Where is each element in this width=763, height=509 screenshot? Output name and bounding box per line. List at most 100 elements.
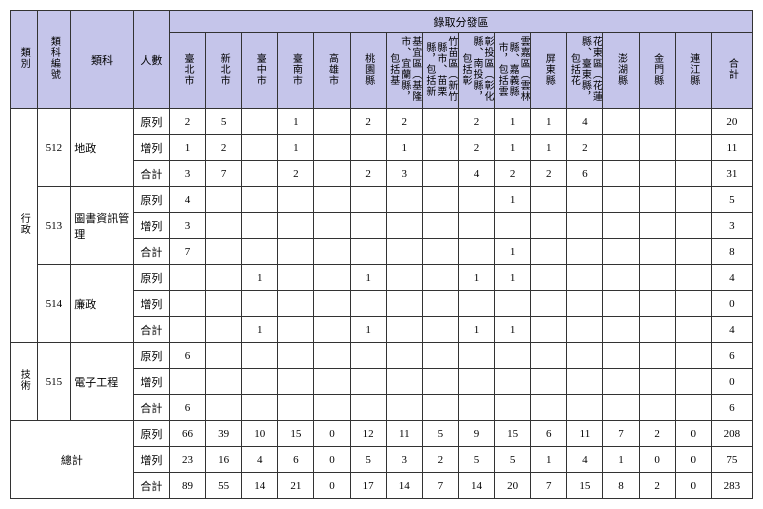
cell-value: 6 — [567, 161, 603, 187]
cell-value: 23 — [169, 447, 205, 473]
cell-value — [350, 135, 386, 161]
cell-value: 89 — [169, 473, 205, 499]
cell-rowlabel: 原列 — [133, 109, 169, 135]
cell-value — [206, 317, 242, 343]
cell-value — [422, 239, 458, 265]
cell-value: 15 — [495, 421, 531, 447]
hdr-region-0: 臺北市 — [169, 33, 205, 109]
cell-value: 8 — [711, 239, 752, 265]
cell-value: 4 — [242, 447, 278, 473]
cell-value: 1 — [531, 109, 567, 135]
cell-value — [603, 343, 639, 369]
cell-value — [495, 395, 531, 421]
hdr-people: 人數 — [133, 11, 169, 109]
cell-value: 1 — [531, 447, 567, 473]
cell-value: 21 — [278, 473, 314, 499]
cell-value: 7 — [206, 161, 242, 187]
hdr-region-8: 彰投區（彰化縣、南投縣，包括彰 — [458, 33, 494, 109]
cell-value — [242, 343, 278, 369]
cell-rowlabel: 合計 — [133, 473, 169, 499]
cell-value — [422, 317, 458, 343]
cell-value — [422, 161, 458, 187]
cell-value — [314, 317, 350, 343]
cell-subject: 電子工程 — [71, 343, 134, 421]
cell-value — [386, 291, 422, 317]
cell-value — [169, 317, 205, 343]
cell-value — [350, 395, 386, 421]
cell-value — [278, 187, 314, 213]
hdr-region-2: 臺中市 — [242, 33, 278, 109]
hdr-region-3: 臺南市 — [278, 33, 314, 109]
cell-value: 15 — [567, 473, 603, 499]
cell-value — [458, 187, 494, 213]
cell-value — [314, 395, 350, 421]
cell-value: 1 — [495, 317, 531, 343]
cell-value — [169, 369, 205, 395]
cell-value — [531, 187, 567, 213]
cell-value — [603, 213, 639, 239]
cell-value — [242, 291, 278, 317]
cell-rowlabel: 原列 — [133, 421, 169, 447]
cell-value — [314, 187, 350, 213]
cell-value — [639, 187, 675, 213]
cell-value — [675, 161, 711, 187]
cell-subject: 地政 — [71, 109, 134, 187]
cell-value — [639, 343, 675, 369]
cell-value: 2 — [386, 109, 422, 135]
cell-value: 0 — [314, 447, 350, 473]
cell-value — [639, 213, 675, 239]
cell-value — [314, 135, 350, 161]
cell-value: 11 — [386, 421, 422, 447]
cell-category: 行政 — [11, 109, 38, 343]
cell-value: 8 — [603, 473, 639, 499]
cell-value — [531, 213, 567, 239]
cell-value — [386, 317, 422, 343]
cell-value — [386, 343, 422, 369]
cell-value — [675, 317, 711, 343]
cell-value — [206, 187, 242, 213]
cell-value: 3 — [169, 213, 205, 239]
cell-value — [422, 265, 458, 291]
cell-value — [242, 187, 278, 213]
cell-value: 1 — [458, 317, 494, 343]
cell-value — [422, 343, 458, 369]
cell-value — [495, 291, 531, 317]
cell-value: 7 — [169, 239, 205, 265]
cell-value: 2 — [495, 161, 531, 187]
cell-value — [314, 343, 350, 369]
cell-value — [386, 187, 422, 213]
cell-value — [567, 239, 603, 265]
cell-value: 15 — [278, 421, 314, 447]
cell-value — [350, 369, 386, 395]
cell-value — [603, 109, 639, 135]
cell-value: 1 — [495, 109, 531, 135]
cell-rowlabel: 增列 — [133, 213, 169, 239]
cell-value — [603, 187, 639, 213]
cell-value — [278, 343, 314, 369]
cell-value — [242, 161, 278, 187]
cell-value — [458, 291, 494, 317]
cell-value — [169, 291, 205, 317]
cell-value — [350, 343, 386, 369]
cell-value: 2 — [206, 135, 242, 161]
cell-value — [675, 187, 711, 213]
cell-rowlabel: 合計 — [133, 317, 169, 343]
cell-value — [386, 265, 422, 291]
cell-value: 1 — [531, 135, 567, 161]
cell-value — [206, 343, 242, 369]
hdr-region-5: 桃園縣 — [350, 33, 386, 109]
cell-value — [314, 109, 350, 135]
cell-value — [206, 395, 242, 421]
cell-value — [458, 343, 494, 369]
cell-value: 14 — [458, 473, 494, 499]
cell-value — [567, 187, 603, 213]
cell-value — [422, 369, 458, 395]
cell-value: 0 — [711, 369, 752, 395]
cell-value — [567, 343, 603, 369]
cell-value: 1 — [169, 135, 205, 161]
cell-value: 208 — [711, 421, 752, 447]
cell-value — [675, 135, 711, 161]
cell-value: 1 — [458, 265, 494, 291]
cell-value — [422, 187, 458, 213]
cell-value: 31 — [711, 161, 752, 187]
